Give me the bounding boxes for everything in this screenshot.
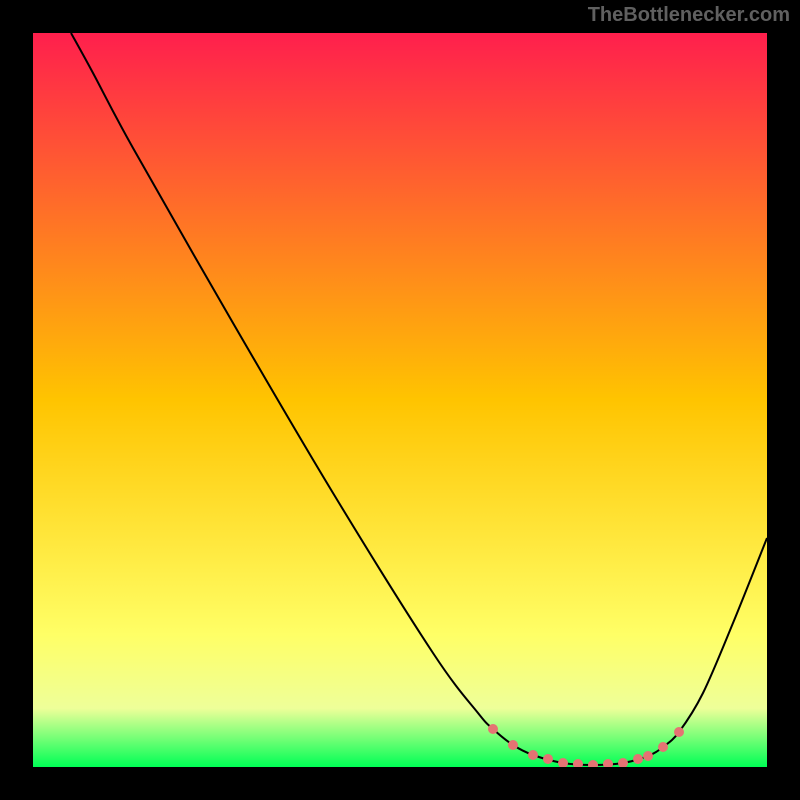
watermark-text: TheBottlenecker.com (588, 4, 790, 27)
curve-layer (33, 33, 767, 767)
marker-dot (643, 751, 653, 761)
bottleneck-curve (71, 33, 767, 765)
marker-dot (543, 754, 553, 764)
marker-dot (558, 758, 568, 767)
curve-markers (488, 724, 684, 767)
plot-area (33, 33, 767, 767)
marker-dot (528, 750, 538, 760)
marker-dot (508, 740, 518, 750)
marker-dot (658, 742, 668, 752)
marker-dot (633, 754, 643, 764)
marker-dot (618, 758, 628, 767)
marker-dot (603, 759, 613, 767)
marker-dot (488, 724, 498, 734)
marker-dot (573, 759, 583, 767)
marker-dot (588, 760, 598, 767)
marker-dot (674, 727, 684, 737)
